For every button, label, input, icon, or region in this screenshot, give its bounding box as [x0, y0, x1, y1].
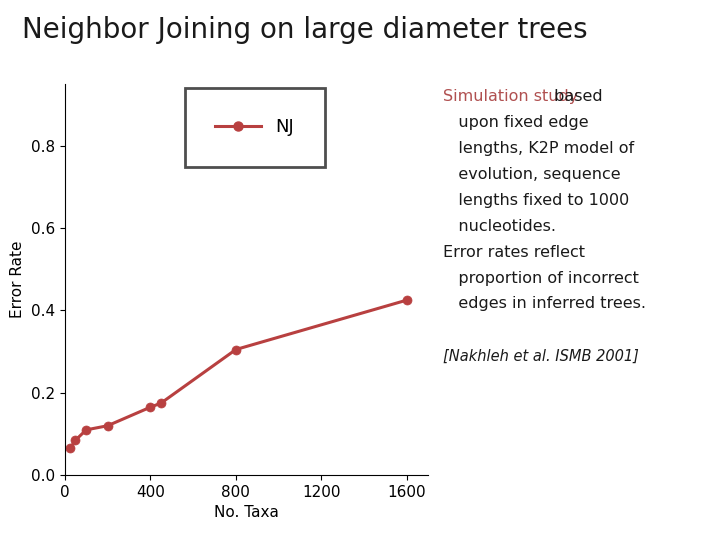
X-axis label: No. Taxa: No. Taxa	[214, 505, 279, 521]
Text: lengths fixed to 1000: lengths fixed to 1000	[443, 193, 629, 208]
Text: Simulation study: Simulation study	[443, 89, 578, 104]
Text: proportion of incorrect: proportion of incorrect	[443, 271, 639, 286]
Text: Error rates reflect: Error rates reflect	[443, 245, 585, 260]
Legend: NJ: NJ	[194, 97, 315, 158]
Text: evolution, sequence: evolution, sequence	[443, 167, 621, 182]
Text: based: based	[549, 89, 603, 104]
Text: upon fixed edge: upon fixed edge	[443, 115, 588, 130]
Text: Neighbor Joining on large diameter trees: Neighbor Joining on large diameter trees	[22, 16, 588, 44]
Text: lengths, K2P model of: lengths, K2P model of	[443, 141, 634, 156]
Text: [Nakhleh et al. ISMB 2001]: [Nakhleh et al. ISMB 2001]	[443, 348, 639, 363]
Text: nucleotides.: nucleotides.	[443, 219, 556, 234]
Text: edges in inferred trees.: edges in inferred trees.	[443, 296, 646, 312]
Y-axis label: Error Rate: Error Rate	[10, 241, 25, 318]
